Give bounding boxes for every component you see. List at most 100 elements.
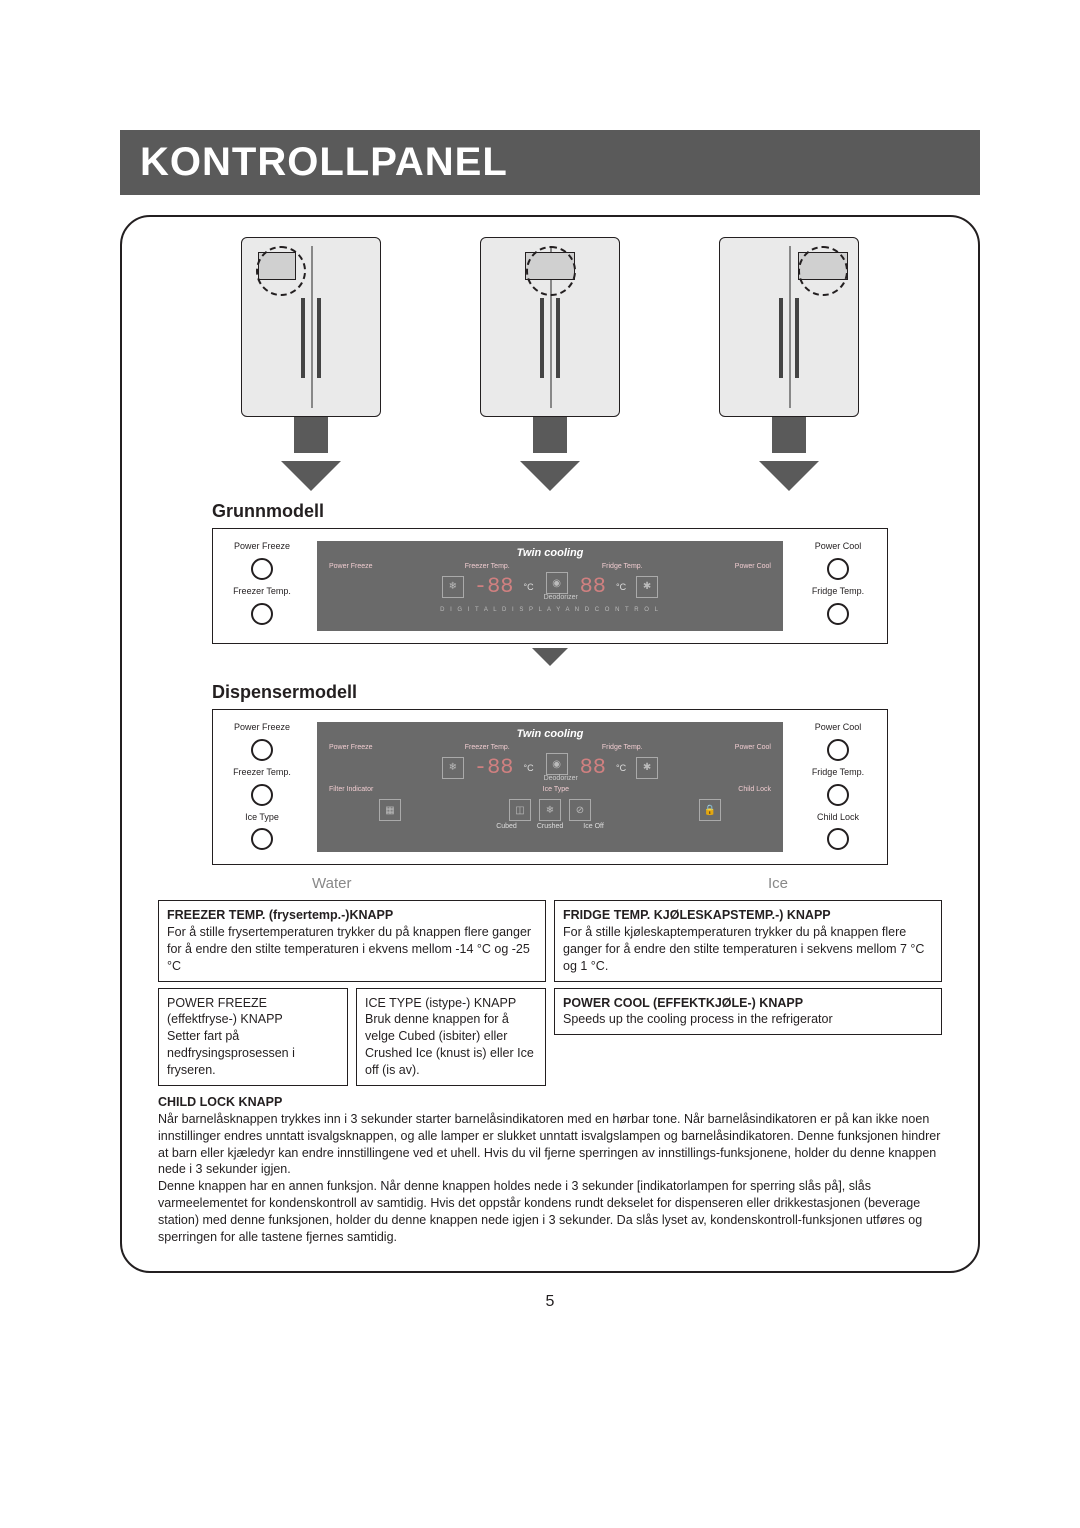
unit-c-1: °C bbox=[523, 582, 533, 592]
basic-model-label: Grunnmodell bbox=[212, 501, 948, 522]
cubed-label: Cubed bbox=[496, 823, 517, 830]
dispenser-model-text: Dispensermodell bbox=[212, 682, 357, 702]
control-panel-dispenser: Power Freeze Freezer Temp. Ice Type Twin… bbox=[212, 709, 888, 865]
fridge-basic bbox=[241, 237, 381, 491]
dispenser-model-label: Dispensermodell bbox=[212, 682, 948, 703]
disp-pf-2: Power Freeze bbox=[329, 744, 373, 751]
lock-icon: 🔒 bbox=[699, 799, 721, 821]
label-power-cool: Power Cool bbox=[815, 541, 862, 552]
power-freeze-button-2[interactable] bbox=[251, 739, 273, 761]
description-grid: FREEZER TEMP. (frysertemp.-)KNAPP For å … bbox=[158, 900, 942, 1086]
display-basic: Twin cooling Power Freeze Freezer Temp. … bbox=[317, 541, 783, 631]
disp-frt: Fridge Temp. bbox=[602, 563, 643, 570]
deod-label: Deodorizer bbox=[544, 594, 570, 601]
disp-ft-2: Freezer Temp. bbox=[465, 744, 510, 751]
box-fridge-temp: FRIDGE TEMP. KJØLESKAPSTEMP.-) KNAPP For… bbox=[554, 900, 942, 982]
label-child-lock: Child Lock bbox=[817, 812, 859, 823]
basic-right-col: Power Cool Fridge Temp. bbox=[803, 541, 873, 625]
ice-type-body: Bruk denne knappen for å velge Cubed (is… bbox=[365, 1012, 534, 1077]
label-ice-type: Ice Type bbox=[245, 812, 279, 823]
temp-readout-disp: ❄ -88 °C ◉ Deodorizer 88 °C ✱ bbox=[325, 753, 775, 782]
power-cool-h: POWER COOL (EFFEKTKJØLE-) KNAPP bbox=[563, 996, 803, 1010]
page-title: KONTROLLPANEL bbox=[140, 140, 508, 184]
snowflake-icon: ❄ bbox=[442, 576, 464, 598]
control-panel-basic: Power Freeze Freezer Temp. Twin cooling … bbox=[212, 528, 888, 644]
child-lock-button[interactable] bbox=[827, 828, 849, 850]
fridge-temp-value-2: 88 bbox=[580, 755, 606, 780]
fridge-temp-body: For å stille kjøleskaptemperaturen trykk… bbox=[563, 925, 924, 973]
label-power-cool-2: Power Cool bbox=[815, 722, 862, 733]
snowflake-icon-2: ❄ bbox=[442, 757, 464, 779]
crushed-label: Crushed bbox=[537, 823, 563, 830]
unit-c-2: °C bbox=[616, 582, 626, 592]
label-power-freeze: Power Freeze bbox=[234, 541, 290, 552]
arrow-between-panels bbox=[532, 648, 568, 666]
unit-c-3: °C bbox=[523, 763, 533, 773]
power-cool-button[interactable] bbox=[827, 558, 849, 580]
ice-label: Ice bbox=[768, 875, 788, 892]
water-label: Water bbox=[312, 875, 351, 892]
power-freeze-body: Setter fart på nedfrysingsprosessen i fr… bbox=[167, 1029, 295, 1077]
label-power-freeze-2: Power Freeze bbox=[234, 722, 290, 733]
unit-c-4: °C bbox=[616, 763, 626, 773]
iceoff-label: Ice Off bbox=[583, 823, 604, 830]
label-freezer-temp: Freezer Temp. bbox=[233, 586, 291, 597]
display-dispenser: Twin cooling Power Freeze Freezer Temp. … bbox=[317, 722, 783, 852]
fridge-dispenser-right bbox=[719, 237, 859, 491]
twin-cooling-title-2: Twin cooling bbox=[325, 728, 775, 740]
freezer-temp-button[interactable] bbox=[251, 603, 273, 625]
freezer-temp-body: For å stille frysertemperaturen trykker … bbox=[167, 925, 531, 973]
twin-cooling-title: Twin cooling bbox=[325, 547, 775, 559]
label-fridge-temp-2: Fridge Temp. bbox=[812, 767, 864, 778]
water-ice-labels: Water Ice bbox=[312, 875, 788, 892]
disp-pf: Power Freeze bbox=[329, 563, 373, 570]
freezer-temp-h: FREEZER TEMP. (frysertemp.-)KNAPP bbox=[167, 908, 393, 922]
deodorizer-icon-2: ◉ bbox=[546, 753, 568, 775]
child-lock-h: CHILD LOCK KNAPP bbox=[158, 1095, 282, 1109]
disp-filter: Filter Indicator bbox=[329, 786, 373, 793]
disp-left-col: Power Freeze Freezer Temp. Ice Type bbox=[227, 722, 297, 850]
deod-label-2: Deodorizer bbox=[544, 775, 570, 782]
disp-icetype: Ice Type bbox=[543, 786, 569, 793]
temp-readout-basic: ❄ -88 °C ◉ Deodorizer 88 °C ✱ bbox=[325, 572, 775, 601]
freezer-temp-value: -88 bbox=[474, 574, 514, 599]
page-title-bar: KONTROLLPANEL bbox=[120, 130, 980, 195]
basic-model-text: Grunnmodell bbox=[212, 501, 324, 521]
power-cool-button-2[interactable] bbox=[827, 739, 849, 761]
deodorizer-icon: ◉ bbox=[546, 572, 568, 594]
ice-type-button[interactable] bbox=[251, 828, 273, 850]
disp-right-col: Power Cool Fridge Temp. Child Lock bbox=[803, 722, 873, 850]
ice-row: ▦ ◫ ❄ ⊘ 🔒 bbox=[325, 799, 775, 821]
power-freeze-h: POWER FREEZE (effektfryse-) KNAPP bbox=[167, 996, 283, 1027]
box-freezer-temp: FREEZER TEMP. (frysertemp.-)KNAPP For å … bbox=[158, 900, 546, 982]
disp-pc: Power Cool bbox=[735, 563, 771, 570]
fan-icon: ✱ bbox=[636, 576, 658, 598]
disp-pc-2: Power Cool bbox=[735, 744, 771, 751]
crushed-icon: ❄ bbox=[539, 799, 561, 821]
iceoff-icon: ⊘ bbox=[569, 799, 591, 821]
label-freezer-temp-2: Freezer Temp. bbox=[233, 767, 291, 778]
child-lock-body: Når barnelåsknappen trykkes inn i 3 seku… bbox=[158, 1112, 940, 1244]
child-lock-description: CHILD LOCK KNAPP Når barnelåsknappen try… bbox=[158, 1094, 942, 1246]
basic-left-col: Power Freeze Freezer Temp. bbox=[227, 541, 297, 625]
ice-type-h: ICE TYPE (istype-) KNAPP bbox=[365, 996, 516, 1010]
fan-icon-2: ✱ bbox=[636, 757, 658, 779]
freezer-temp-button-2[interactable] bbox=[251, 784, 273, 806]
fridge-temp-button[interactable] bbox=[827, 603, 849, 625]
disp-ft: Freezer Temp. bbox=[465, 563, 510, 570]
box-ice-type: ICE TYPE (istype-) KNAPP Bruk denne knap… bbox=[356, 988, 546, 1086]
fridge-temp-value: 88 bbox=[580, 574, 606, 599]
filter-icon: ▦ bbox=[379, 799, 401, 821]
page-number: 5 bbox=[120, 1293, 980, 1311]
disp-cl: Child Lock bbox=[738, 786, 771, 793]
fridge-temp-button-2[interactable] bbox=[827, 784, 849, 806]
main-frame: Grunnmodell Power Freeze Freezer Temp. T… bbox=[120, 215, 980, 1273]
label-fridge-temp: Fridge Temp. bbox=[812, 586, 864, 597]
box-power-freeze: POWER FREEZE (effektfryse-) KNAPP Setter… bbox=[158, 988, 348, 1086]
cubed-icon: ◫ bbox=[509, 799, 531, 821]
fridge-dispenser-center bbox=[480, 237, 620, 491]
freezer-temp-value-2: -88 bbox=[474, 755, 514, 780]
digital-footer: D I G I T A L D I S P L A Y A N D C O N … bbox=[325, 607, 775, 613]
power-freeze-button[interactable] bbox=[251, 558, 273, 580]
disp-frt-2: Fridge Temp. bbox=[602, 744, 643, 751]
